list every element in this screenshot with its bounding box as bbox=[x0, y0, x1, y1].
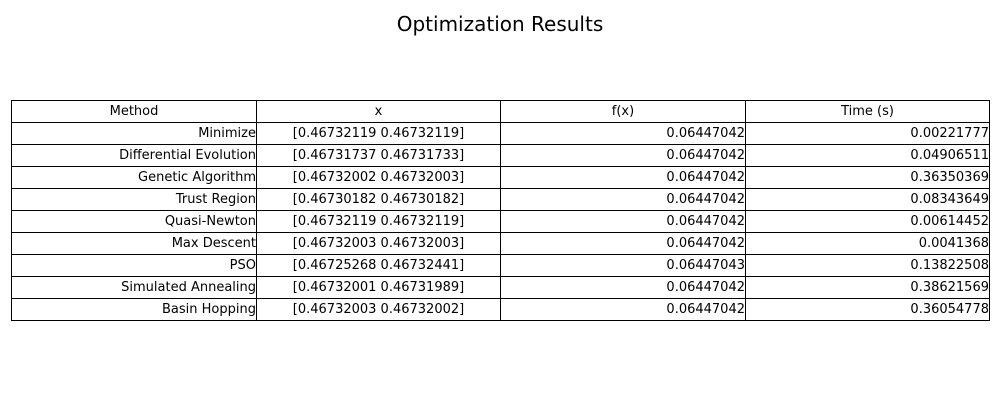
cell-fx: 0.06447042 bbox=[500, 232, 746, 255]
chart-title: Optimization Results bbox=[396, 12, 604, 36]
column-header-method: Method bbox=[11, 100, 257, 123]
cell-x: [0.46732119 0.46732119] bbox=[256, 122, 501, 145]
column-header-fx: f(x) bbox=[500, 100, 746, 123]
cell-time: 0.38621569 bbox=[745, 276, 990, 299]
cell-time: 0.00221777 bbox=[745, 122, 990, 145]
column-header-x: x bbox=[256, 100, 501, 123]
table-row: Quasi-Newton [0.46732119 0.46732119] 0.064… bbox=[11, 210, 990, 233]
cell-time: 0.36350369 bbox=[745, 166, 990, 189]
cell-method: Genetic Algorithm bbox=[11, 166, 257, 189]
table-row: Simulated Annealing [0.46732001 0.4673198… bbox=[11, 276, 990, 299]
cell-time: 0.08343649 bbox=[745, 188, 990, 211]
table-row: Basin Hopping [0.46732003 0.46732002] 0.06… bbox=[11, 298, 990, 321]
cell-fx: 0.06447042 bbox=[500, 210, 746, 233]
cell-fx: 0.06447042 bbox=[500, 122, 746, 145]
table-row: Minimize [0.46732119 0.46732119] 0.0644704… bbox=[11, 122, 990, 145]
cell-fx: 0.06447042 bbox=[500, 166, 746, 189]
cell-time: 0.13822508 bbox=[745, 254, 990, 277]
table-body: Minimize [0.46732119 0.46732119] 0.0644704… bbox=[11, 122, 990, 321]
table-row: Trust Region [0.46730182 0.46730182] 0.064… bbox=[11, 188, 990, 211]
cell-x: [0.46725268 0.46732441] bbox=[256, 254, 501, 277]
table-row: Genetic Algorithm [0.46732002 0.46732003]… bbox=[11, 166, 990, 189]
cell-method: PSO bbox=[11, 254, 257, 277]
header-row: Method x f(x) Time (s) bbox=[11, 100, 990, 123]
table-row: Differential Evolution [0.46731737 0.4673… bbox=[11, 144, 990, 167]
cell-fx: 0.06447042 bbox=[500, 276, 746, 299]
cell-time: 0.0041368 bbox=[745, 232, 990, 255]
cell-x: [0.46730182 0.46730182] bbox=[256, 188, 501, 211]
cell-x: [0.46732003 0.46732002] bbox=[256, 298, 501, 321]
table-row: Max Descent [0.46732003 0.46732003] 0.0644… bbox=[11, 232, 990, 255]
cell-time: 0.04906511 bbox=[745, 144, 990, 167]
cell-x: [0.46732001 0.46731989] bbox=[256, 276, 501, 299]
cell-fx: 0.06447043 bbox=[500, 254, 746, 277]
cell-fx: 0.06447042 bbox=[500, 144, 746, 167]
results-table: Method x f(x) Time (s) Minimize [0.467321… bbox=[11, 100, 990, 321]
cell-x: [0.46732002 0.46732003] bbox=[256, 166, 501, 189]
cell-fx: 0.06447042 bbox=[500, 298, 746, 321]
cell-method: Differential Evolution bbox=[11, 144, 257, 167]
column-header-time: Time (s) bbox=[745, 100, 990, 123]
cell-time: 0.36054778 bbox=[745, 298, 990, 321]
cell-fx: 0.06447042 bbox=[500, 188, 746, 211]
cell-method: Minimize bbox=[11, 122, 257, 145]
cell-method: Max Descent bbox=[11, 232, 257, 255]
cell-method: Quasi-Newton bbox=[11, 210, 257, 233]
cell-method: Basin Hopping bbox=[11, 298, 257, 321]
cell-time: 0.00614452 bbox=[745, 210, 990, 233]
cell-method: Trust Region bbox=[11, 188, 257, 211]
cell-x: [0.46731737 0.46731733] bbox=[256, 144, 501, 167]
cell-x: [0.46732003 0.46732003] bbox=[256, 232, 501, 255]
cell-method: Simulated Annealing bbox=[11, 276, 257, 299]
cell-x: [0.46732119 0.46732119] bbox=[256, 210, 501, 233]
table-row: PSO [0.46725268 0.46732441] 0.06447043 0.13… bbox=[11, 254, 990, 277]
